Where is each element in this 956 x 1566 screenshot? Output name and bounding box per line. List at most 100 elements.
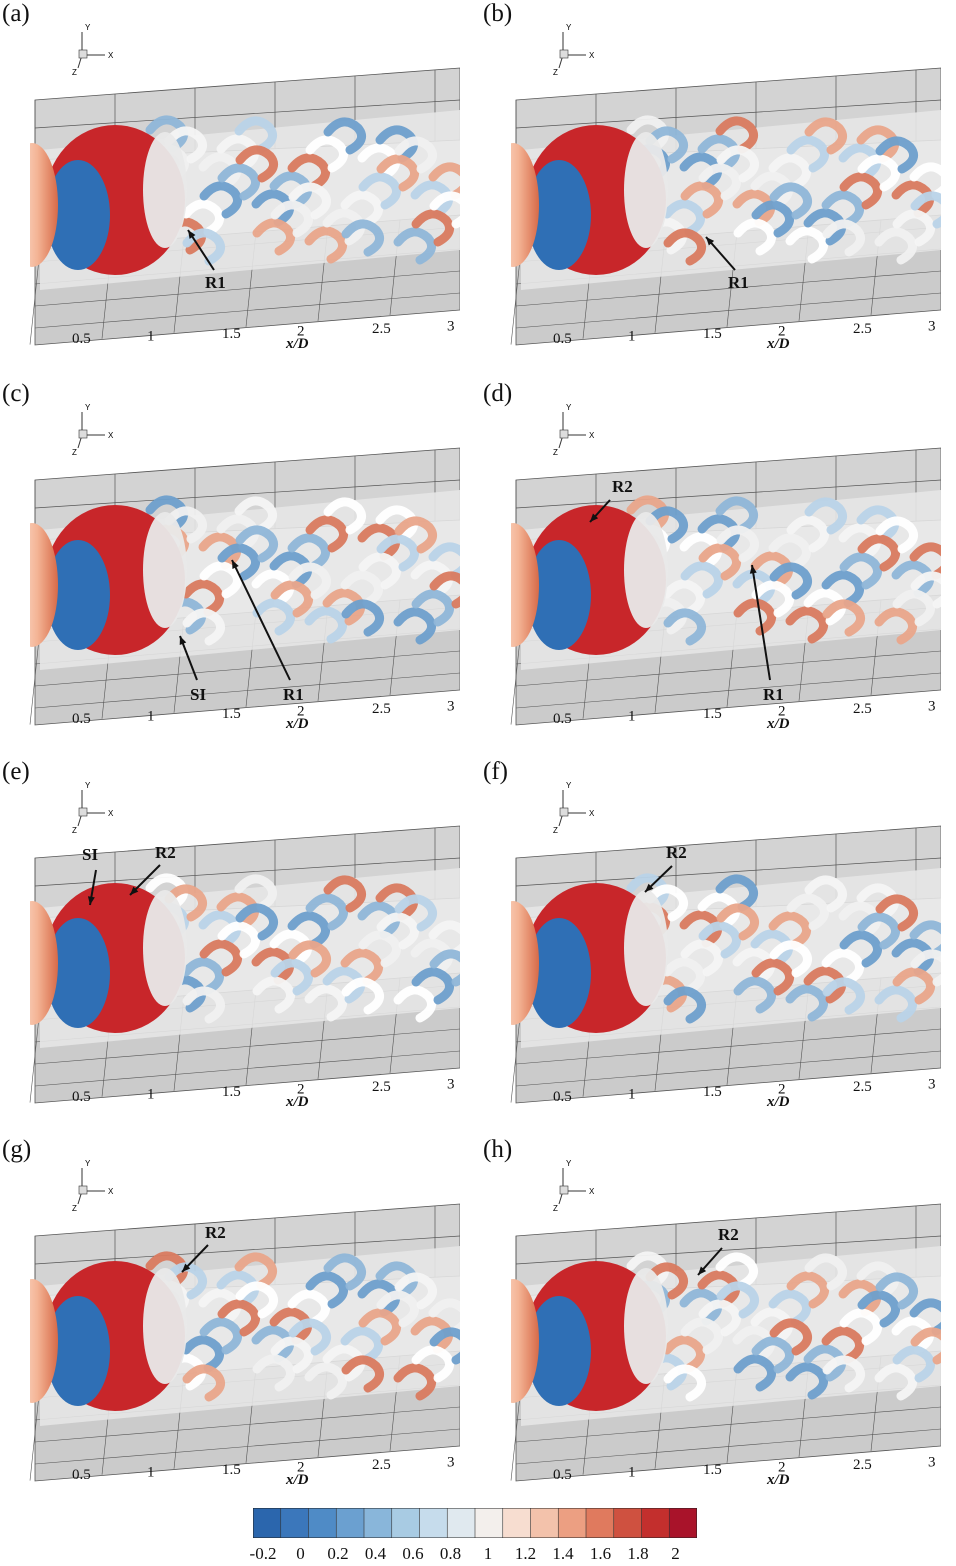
axis-tick: 1 [147, 1087, 155, 1103]
axis-tick: 1 [147, 709, 155, 725]
annotation-label: R2 [666, 843, 687, 862]
axis-tick: 1 [628, 709, 636, 725]
panel-label: (d) [483, 380, 513, 407]
flow-scene: 0.5 1 1.5 2 2.5 3 x/D R2 [481, 825, 941, 1108]
colorbar-tick: 1.8 [627, 1544, 649, 1563]
panel-label: (c) [2, 380, 30, 407]
svg-text:Y: Y [85, 1159, 91, 1168]
axis-tick: 3 [447, 699, 455, 715]
axis-tick: 0.5 [553, 1089, 572, 1105]
panel-label: (a) [2, 0, 30, 27]
flow-scene: 0.5 1 1.5 2 2.5 3 x/D R1 [481, 67, 941, 350]
axis-tick: 2.5 [853, 321, 872, 337]
svg-text:X: X [108, 51, 114, 60]
axis-triad-icon: Y X Z [72, 781, 114, 835]
axis-tick: 3 [928, 1455, 936, 1471]
axis-tick: 2 [778, 1460, 786, 1476]
axis-label: x/D [285, 336, 309, 350]
axis-tick: 2.5 [372, 321, 391, 337]
panel-h: 0.5 1 1.5 2 2.5 3 x/D R2 (h) Y X Z [481, 1136, 941, 1486]
annotation-label: R2 [205, 1223, 226, 1242]
colorbar-tick: 0.2 [327, 1544, 349, 1563]
flow-scene: 0.5 1 1.5 2 2.5 3 x/D R1 [0, 67, 460, 350]
svg-text:X: X [108, 431, 114, 440]
annotation-label: R2 [612, 477, 633, 496]
axis-label: x/D [285, 1094, 309, 1108]
svg-text:Y: Y [566, 781, 572, 790]
axis-triad-icon: Y X Z [72, 403, 114, 457]
svg-text:X: X [589, 809, 595, 818]
axis-triad-icon: Y X Z [72, 1159, 114, 1213]
svg-text:Z: Z [553, 1204, 558, 1213]
annotation-label: R2 [718, 1225, 739, 1244]
colorbar-segment [447, 1508, 476, 1538]
axis-tick: 0.5 [72, 1467, 91, 1483]
annotation-label: R1 [283, 685, 304, 704]
axis-tick: 1 [628, 1087, 636, 1103]
panel-label: (e) [2, 758, 30, 785]
axis-tick: 3 [447, 1455, 455, 1471]
axis-tick: 1.5 [222, 706, 241, 722]
axis-tick: 0.5 [553, 331, 572, 347]
flow-scene: 0.5 1 1.5 2 2.5 3 x/D SI R2 [0, 825, 460, 1108]
axis-tick: 2 [297, 1460, 305, 1476]
colorbar: -0.2 0 0.2 0.4 0.6 0.8 1 1.2 1.4 1.6 1.8 2 [249, 1507, 698, 1566]
colorbar-segment [364, 1508, 393, 1538]
annotation-label: SI [190, 685, 206, 704]
colorbar-segment [475, 1508, 504, 1538]
colorbar-segment [308, 1508, 337, 1538]
axis-tick: 1.5 [222, 326, 241, 342]
axis-tick: 1.5 [222, 1084, 241, 1100]
svg-text:Y: Y [566, 23, 572, 32]
colorbar-segment [391, 1508, 420, 1538]
axis-tick: 1 [628, 329, 636, 345]
axis-tick: 2.5 [372, 1457, 391, 1473]
colorbar-gradient [252, 1507, 698, 1539]
colorbar-segment [280, 1508, 309, 1538]
colorbar-segment [253, 1508, 282, 1538]
axis-label: x/D [766, 716, 790, 730]
axis-label: x/D [766, 1472, 790, 1486]
axis-tick: 1.5 [222, 1462, 241, 1478]
colorbar-tick: 0.8 [439, 1544, 462, 1563]
svg-text:X: X [589, 431, 595, 440]
axis-tick: 0.5 [72, 331, 91, 347]
panel-label: (b) [483, 0, 513, 27]
axis-tick: 0.5 [72, 711, 91, 727]
axis-tick: 2.5 [372, 1079, 391, 1095]
axis-tick: 2 [297, 324, 305, 340]
colorbar-segment [669, 1508, 698, 1538]
axis-tick: 1 [628, 1465, 636, 1481]
panel-label: (g) [2, 1136, 32, 1163]
axis-label: x/D [285, 1472, 309, 1486]
flow-scene: 0.5 1 1.5 2 2.5 3 x/D R2 [0, 1203, 460, 1486]
axis-tick: 2 [778, 704, 786, 720]
axis-label: x/D [766, 1094, 790, 1108]
colorbar-segment [502, 1508, 531, 1538]
colorbar-tick: 1.2 [514, 1544, 537, 1563]
panel-g: 0.5 1 1.5 2 2.5 3 x/D R2 (g) Y X Z [0, 1136, 460, 1486]
panel-c: 0.5 1 1.5 2 2.5 3 x/D SI R1 (c) Y X Z [0, 380, 460, 730]
svg-text:Z: Z [553, 448, 558, 457]
colorbar-segment [613, 1508, 642, 1538]
axis-triad-icon: Y X Z [72, 23, 114, 77]
axis-tick: 2 [297, 1082, 305, 1098]
annotation-label: R1 [763, 685, 784, 704]
axis-tick: 2.5 [853, 701, 872, 717]
axis-tick: 2 [778, 324, 786, 340]
axis-tick: 2.5 [853, 1457, 872, 1473]
axis-tick: 2 [778, 1082, 786, 1098]
axis-tick: 2.5 [853, 1079, 872, 1095]
axis-triad-icon: Y X Z [553, 781, 595, 835]
axis-tick: 1.5 [703, 326, 722, 342]
colorbar-tick: 0 [296, 1544, 305, 1563]
svg-text:X: X [589, 1187, 595, 1196]
colorbar-tick: -0.2 [249, 1544, 277, 1563]
svg-text:Y: Y [85, 23, 91, 32]
svg-text:Z: Z [72, 448, 77, 457]
axis-tick: 3 [928, 699, 936, 715]
svg-text:Z: Z [553, 826, 558, 835]
svg-text:X: X [108, 809, 114, 818]
panel-f: 0.5 1 1.5 2 2.5 3 x/D R2 (f) Y X Z [481, 758, 941, 1108]
axis-triad-icon: Y X Z [553, 23, 595, 77]
